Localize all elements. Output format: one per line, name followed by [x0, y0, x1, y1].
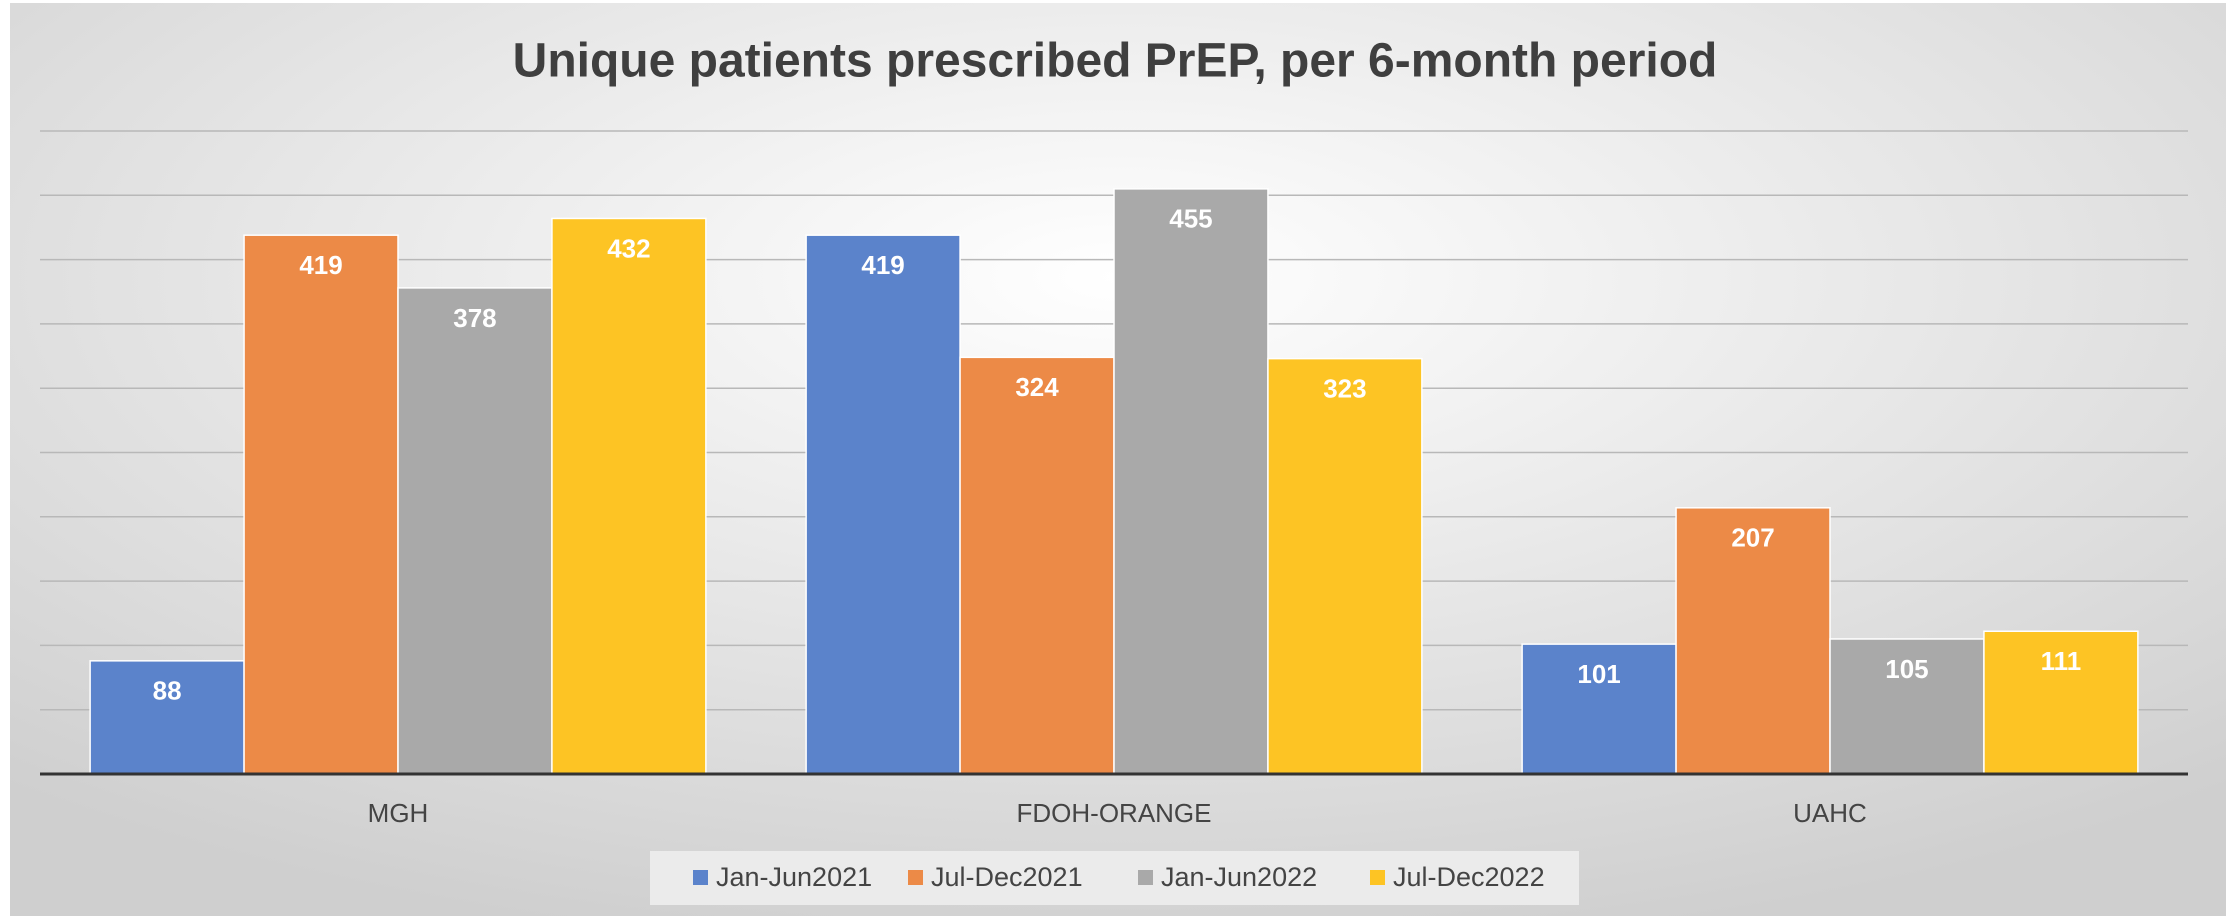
data-label: 419 [861, 250, 904, 280]
bar [551, 217, 707, 775]
bar [1267, 357, 1423, 775]
data-label: 378 [453, 303, 496, 333]
legend-swatch [693, 870, 708, 885]
legend-label: Jul-Dec2022 [1393, 862, 1545, 892]
data-label: 419 [299, 250, 342, 280]
legend-label: Jul-Dec2021 [931, 862, 1083, 892]
bar [397, 287, 553, 775]
legend-swatch [1370, 870, 1385, 885]
data-label: 323 [1323, 373, 1366, 403]
bar [805, 234, 961, 775]
x-tick-label: MGH [368, 798, 429, 828]
bar [1113, 188, 1269, 775]
x-tick-label: FDOH-ORANGE [1017, 798, 1212, 828]
legend-box [650, 851, 1579, 905]
data-label: 111 [2041, 646, 2082, 676]
bar [89, 660, 245, 775]
bar [243, 234, 399, 775]
data-label: 88 [153, 676, 182, 706]
bar [1983, 630, 2139, 775]
bar [1675, 507, 1831, 775]
data-label: 207 [1731, 523, 1774, 553]
bar [959, 356, 1115, 775]
data-label: 324 [1015, 372, 1059, 402]
legend-label: Jan-Jun2022 [1161, 862, 1317, 892]
bar [1521, 643, 1677, 775]
legend-label: Jan-Jun2021 [716, 862, 872, 892]
legend-swatch [1138, 870, 1153, 885]
data-label: 432 [607, 233, 650, 263]
legend-swatch [908, 870, 923, 885]
data-label: 105 [1885, 654, 1928, 684]
data-label: 455 [1169, 204, 1212, 234]
x-tick-label: UAHC [1793, 798, 1867, 828]
chart-title: Unique patients prescribed PrEP, per 6-m… [513, 35, 1718, 88]
data-label: 101 [1577, 659, 1620, 689]
